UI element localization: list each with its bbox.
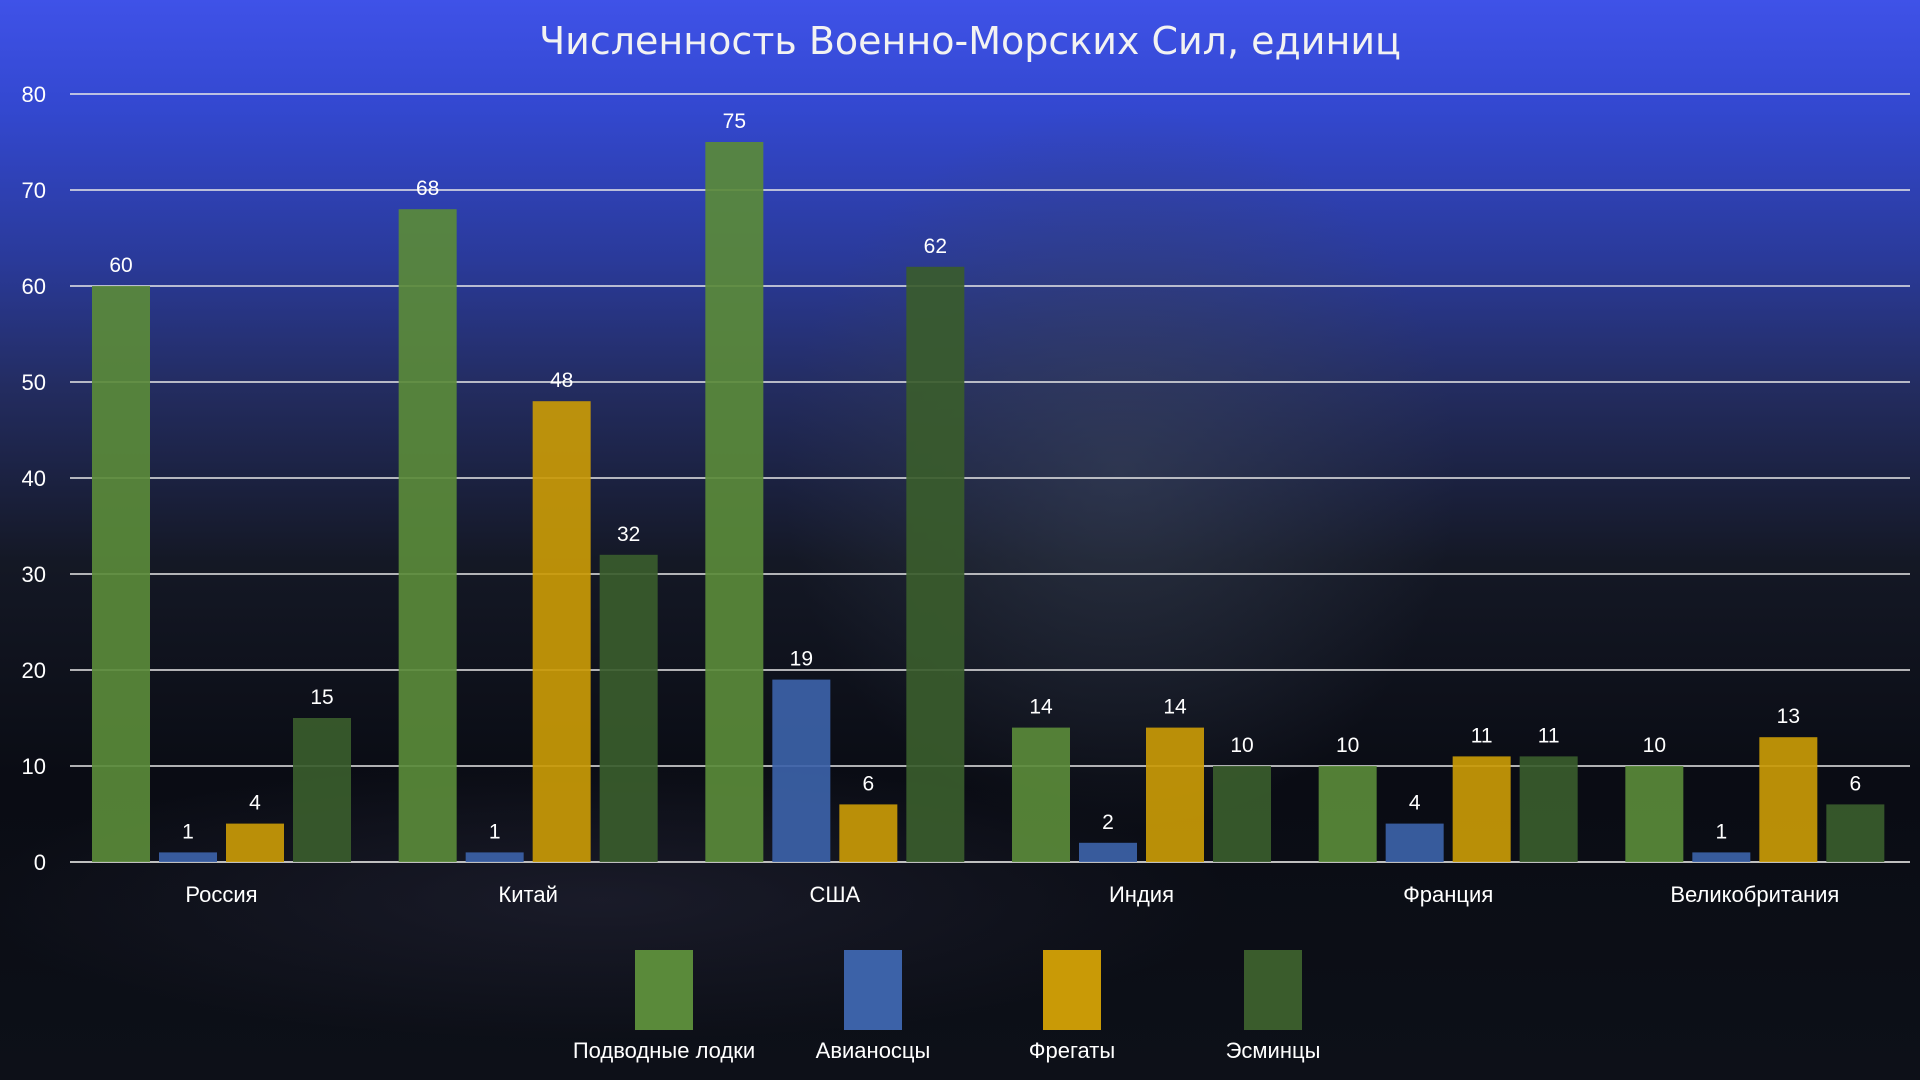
data-label: 32: [617, 523, 640, 546]
data-label: 15: [310, 686, 333, 709]
data-label: 48: [550, 369, 573, 392]
data-label: 13: [1777, 705, 1800, 728]
y-tick-label: 20: [22, 658, 46, 683]
bar: [1385, 823, 1444, 862]
bar: [293, 718, 351, 862]
data-label: 1: [182, 820, 194, 843]
data-label: 19: [790, 648, 813, 671]
chart-title: Численность Военно-Морских Сил, единиц: [539, 19, 1401, 63]
data-label: 4: [1409, 792, 1421, 815]
data-label: 1: [489, 820, 501, 843]
legend: Подводные лодки Авианосцы Фрегаты Эсминцы: [573, 950, 1321, 1063]
bar: [1759, 737, 1818, 862]
data-label: 2: [1102, 811, 1114, 834]
data-label: 4: [249, 792, 261, 815]
data-label: 6: [1849, 772, 1861, 795]
y-axis: 0 10 20 30 40 50 60 70 80: [22, 82, 46, 875]
category-label: Франция: [1403, 882, 1493, 907]
bar: [705, 142, 764, 862]
legend-swatch: [635, 950, 693, 1030]
legend-swatch: [1244, 950, 1302, 1030]
data-label: 14: [1029, 696, 1053, 719]
legend-label: Авианосцы: [816, 1038, 931, 1063]
x-axis: Россия Китай США Индия Франция Великобритания: [185, 882, 1839, 907]
data-label: 10: [1643, 734, 1666, 757]
bar: [532, 401, 591, 862]
data-label: 6: [862, 772, 874, 795]
category-label: Россия: [185, 882, 257, 907]
legend-swatch: [844, 950, 902, 1030]
y-tick-label: 10: [22, 754, 46, 779]
bar: [1826, 804, 1885, 862]
category-label: Великобритания: [1670, 882, 1839, 907]
legend-label: Эсминцы: [1226, 1038, 1321, 1063]
bar: [465, 852, 524, 862]
category-label: США: [809, 882, 860, 907]
bars: [92, 142, 1885, 862]
bar: [772, 679, 831, 862]
category-label: Китай: [498, 882, 557, 907]
bar: [398, 209, 457, 862]
data-label: 68: [416, 177, 439, 200]
data-label: 75: [723, 110, 746, 133]
bar: [1213, 766, 1271, 862]
data-label: 62: [924, 235, 947, 258]
bar: [1146, 727, 1204, 862]
y-tick-label: 80: [22, 82, 46, 107]
bar: [92, 286, 150, 862]
data-label: 11: [1538, 724, 1560, 747]
y-tick-label: 30: [22, 562, 46, 587]
category-label: Индия: [1109, 882, 1174, 907]
bar: [1318, 766, 1377, 862]
data-label: 11: [1471, 724, 1493, 747]
grid-lines: [70, 93, 1910, 863]
data-label: 10: [1336, 734, 1359, 757]
data-label: 1: [1715, 820, 1727, 843]
bar: [839, 804, 898, 862]
bar: [1012, 727, 1070, 862]
bar: [1452, 756, 1511, 862]
bar: [599, 554, 658, 862]
bar: [159, 852, 217, 862]
y-tick-label: 60: [22, 274, 46, 299]
data-label: 60: [109, 254, 132, 277]
y-tick-label: 70: [22, 178, 46, 203]
data-label: 14: [1163, 696, 1187, 719]
y-tick-label: 0: [34, 850, 46, 875]
data-label: 10: [1230, 734, 1253, 757]
legend-label: Подводные лодки: [573, 1038, 755, 1063]
bar: [226, 823, 284, 862]
bar: [1692, 852, 1751, 862]
legend-label: Фрегаты: [1029, 1038, 1115, 1063]
legend-swatch: [1043, 950, 1101, 1030]
bar: [1625, 766, 1684, 862]
bar: [1079, 842, 1137, 862]
y-tick-label: 50: [22, 370, 46, 395]
bar: [1519, 756, 1578, 862]
bar: [906, 266, 965, 862]
y-tick-label: 40: [22, 466, 46, 491]
